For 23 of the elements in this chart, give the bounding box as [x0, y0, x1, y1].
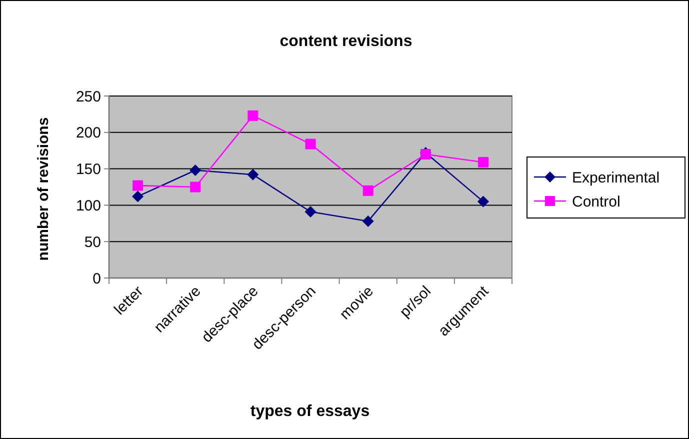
point: [477, 196, 489, 208]
point: [362, 185, 374, 196]
point: [132, 190, 144, 202]
point: [132, 180, 144, 191]
point: [190, 182, 201, 192]
point: [304, 206, 316, 218]
y-tick-label: 250: [76, 88, 101, 106]
point: [305, 138, 316, 150]
y-tick-label: 200: [76, 124, 101, 142]
y-tick-label: 100: [76, 197, 101, 214]
legend-label: Experimental: [572, 169, 660, 186]
x-axis-title: types of essays: [250, 403, 370, 420]
y-tick-label: 150: [76, 161, 101, 178]
chart-title: content revisions: [280, 33, 412, 50]
y-tick-label: 50: [84, 234, 101, 251]
point: [362, 215, 374, 227]
y-tick-label: 0: [92, 270, 101, 288]
y-axis-title: number of revisions: [35, 117, 52, 261]
point: [478, 157, 488, 168]
point: [247, 168, 259, 180]
point: [190, 164, 202, 176]
legend-label: Control: [572, 193, 620, 210]
point: [248, 110, 258, 121]
